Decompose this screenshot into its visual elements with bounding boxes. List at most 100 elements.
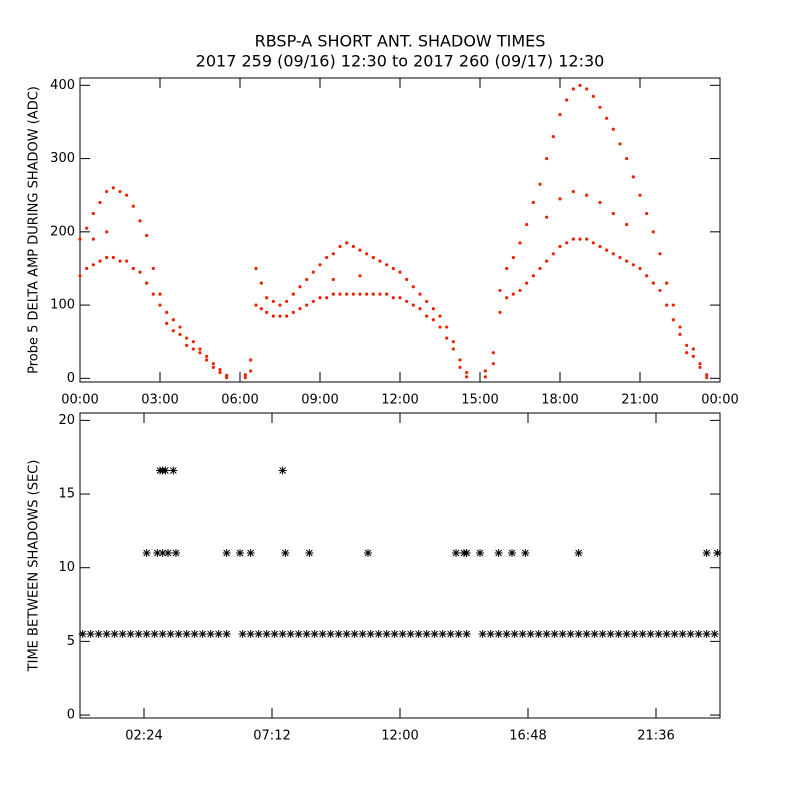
point: [365, 292, 369, 296]
point: [270, 630, 279, 639]
point: [685, 343, 689, 347]
point: [571, 189, 575, 194]
point: [511, 292, 515, 296]
point: [545, 156, 549, 161]
point: [614, 630, 623, 639]
point: [521, 548, 530, 557]
point: [571, 237, 575, 241]
point: [302, 630, 311, 639]
point: [310, 630, 319, 639]
point: [625, 259, 629, 263]
point: [265, 310, 269, 315]
point: [585, 193, 589, 197]
x-tick-label: 18:00: [541, 393, 578, 408]
point: [331, 252, 335, 256]
point: [462, 548, 471, 557]
x-tick-label: 00:00: [61, 393, 98, 408]
point: [585, 237, 589, 241]
point: [574, 630, 583, 639]
point: [222, 548, 231, 557]
point: [498, 310, 502, 315]
point: [294, 630, 303, 639]
point: [78, 237, 82, 241]
point: [236, 548, 244, 557]
point: [658, 252, 662, 256]
point: [331, 277, 335, 282]
point: [153, 548, 162, 557]
point: [478, 630, 487, 639]
x-tick-label: 12:00: [381, 729, 418, 744]
point: [411, 285, 415, 289]
point: [498, 288, 502, 293]
x-tick-label: 21:36: [637, 729, 674, 744]
x-tick-label: 16:48: [509, 729, 546, 744]
point: [118, 259, 122, 263]
point: [405, 277, 409, 282]
chart-title: RBSP-A SHORT ANT. SHADOW TIMES: [255, 32, 546, 51]
point: [651, 230, 655, 234]
point: [702, 630, 711, 639]
point: [431, 307, 435, 311]
point: [111, 186, 115, 190]
point: [161, 466, 170, 475]
point: [518, 630, 527, 639]
point: [225, 376, 229, 380]
point: [508, 548, 516, 557]
point: [510, 630, 519, 639]
point: [390, 630, 399, 639]
point: [86, 630, 95, 639]
point: [254, 266, 258, 271]
point: [691, 354, 695, 358]
point: [281, 548, 290, 557]
point: [286, 630, 295, 639]
point: [465, 375, 469, 379]
point: [445, 325, 449, 329]
point: [545, 259, 549, 263]
point: [458, 365, 462, 369]
point: [265, 296, 269, 300]
point: [531, 200, 535, 205]
point: [705, 376, 709, 380]
point: [278, 314, 282, 318]
point: [131, 204, 135, 208]
point: [438, 314, 442, 318]
point: [185, 343, 189, 347]
y-tick-label: 10: [58, 560, 75, 575]
point: [438, 630, 447, 639]
point: [665, 303, 669, 307]
point: [198, 347, 202, 351]
point: [102, 630, 111, 639]
point: [406, 630, 415, 639]
point: [166, 630, 175, 639]
point: [345, 292, 349, 296]
point: [325, 255, 329, 260]
point: [458, 358, 462, 362]
point: [271, 299, 275, 304]
point: [374, 630, 383, 639]
point: [671, 303, 675, 307]
point: [691, 347, 695, 351]
point: [414, 630, 423, 639]
point: [85, 226, 89, 230]
x-tick-label: 00:00: [701, 393, 738, 408]
point: [291, 310, 295, 315]
point: [345, 241, 349, 245]
point: [334, 630, 343, 639]
point: [446, 630, 455, 639]
point: [385, 263, 389, 267]
point: [342, 630, 351, 639]
point: [582, 630, 591, 639]
point: [411, 303, 415, 307]
point: [425, 314, 429, 318]
point: [551, 252, 555, 256]
point: [502, 630, 511, 639]
point: [418, 307, 422, 311]
point: [131, 266, 135, 271]
point: [662, 630, 671, 639]
point: [371, 255, 375, 260]
point: [246, 630, 255, 639]
point: [598, 630, 607, 639]
point: [618, 255, 622, 260]
point: [526, 630, 535, 639]
point: [178, 325, 182, 329]
